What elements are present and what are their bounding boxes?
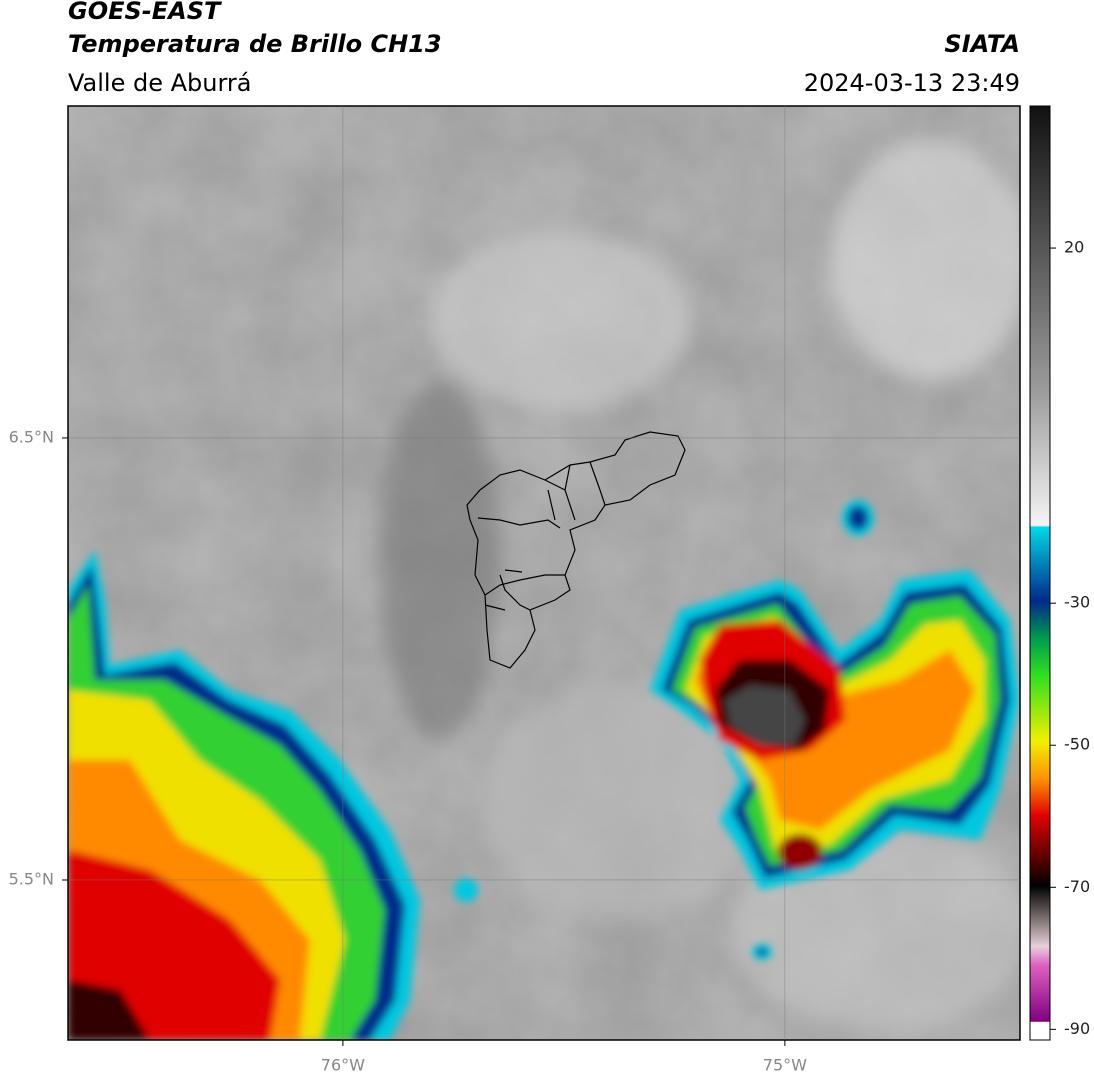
y-tick-label: 5.5°N xyxy=(9,869,54,888)
colorbar-tick-label: -50 xyxy=(1064,735,1090,754)
y-tick-label: 6.5°N xyxy=(9,427,54,446)
x-tick-label: 76°W xyxy=(321,1056,365,1075)
source: SIATA xyxy=(944,30,1020,58)
colorbar-tick-label: -70 xyxy=(1064,877,1090,896)
x-tick-label: 75°W xyxy=(763,1056,807,1075)
map-frame xyxy=(67,105,1021,1041)
colorbar xyxy=(1029,105,1051,1041)
colorbar-tick-label: 20 xyxy=(1064,238,1084,257)
subtitle: Temperatura de Brillo CH13 xyxy=(68,30,442,58)
colorbar-tick-label: -30 xyxy=(1064,593,1090,612)
colorbar-tick-label: -90 xyxy=(1064,1019,1090,1038)
timestamp: 2024-03-13 23:49 xyxy=(804,69,1020,97)
title: GOES-EAST xyxy=(68,0,222,25)
satellite-image xyxy=(68,106,1020,1040)
municipality-outline xyxy=(466,431,686,669)
region: Valle de Aburrá xyxy=(68,69,252,97)
